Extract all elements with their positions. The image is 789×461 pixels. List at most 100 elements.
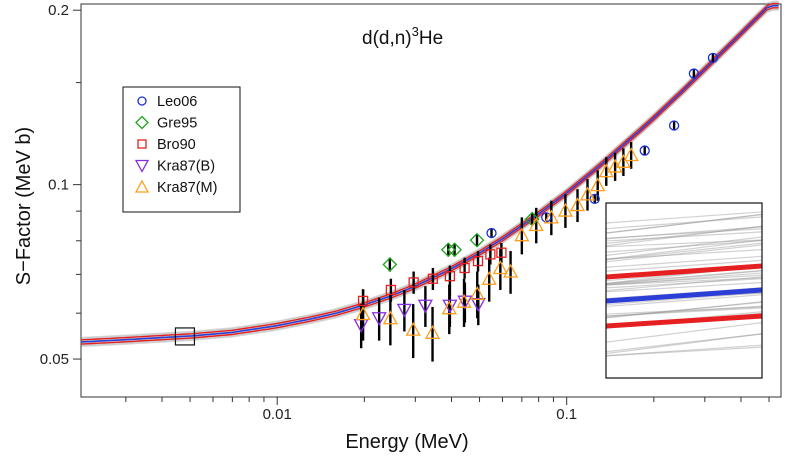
point-bro90: [385, 284, 397, 296]
legend-label-kra87-m: Kra87(M): [157, 180, 217, 196]
point-kra87-m: [579, 186, 596, 201]
point-kra87-m: [502, 263, 519, 278]
point-kra87-m: [569, 197, 586, 212]
legend-label-bro90: Bro90: [157, 137, 196, 153]
zoom-highlight-box: [174, 327, 196, 346]
point-kra87-m: [382, 310, 398, 325]
point-gre95: [469, 232, 485, 248]
inset-sample-line: [606, 333, 762, 355]
inset-sample-line: [606, 322, 762, 343]
inset-sample-line: [606, 228, 762, 239]
point-kra87-m: [590, 177, 606, 192]
inset-sample-line: [606, 214, 762, 234]
inset-sample-line: [606, 240, 762, 253]
inset-sample-line: [606, 277, 762, 289]
point-bro90: [427, 273, 439, 284]
legend-marker-kra87-b: [134, 159, 150, 173]
fit-upper-band: [80, 2, 779, 341]
inset-sample-line: [606, 292, 762, 306]
fit-lower-band: [80, 7, 779, 345]
inset-sample-line: [606, 226, 762, 245]
point-bro90: [496, 247, 507, 258]
inset-sample-line: [606, 242, 762, 261]
point-leo06: [668, 120, 680, 131]
inset-sample-line: [606, 211, 762, 224]
inset-sample-line: [606, 346, 762, 357]
point-kra87-m: [623, 147, 639, 162]
inset-lower-band-line: [606, 313, 762, 329]
inset-sample-line: [606, 255, 762, 268]
legend: Leo06 Gre95 Bro90 Kra87(B) Kra87(M): [122, 86, 241, 213]
point-kra87-m: [528, 217, 544, 232]
point-bro90: [485, 249, 496, 260]
inset-sample-line: [606, 226, 762, 240]
point-leo06: [589, 193, 600, 205]
inset-sample-line: [606, 239, 762, 260]
point-kra87-m: [355, 306, 371, 321]
inset-sample-line: [606, 225, 762, 247]
inset-sample-line: [606, 239, 762, 248]
plot-frame: [80, 3, 782, 398]
legend-marker-gre95: [135, 115, 149, 130]
fit-center-line: [80, 4, 779, 343]
point-kra87-m: [469, 285, 485, 300]
point-gre95: [440, 242, 456, 258]
inset-sample-line: [606, 277, 762, 286]
inset-center-line: [606, 287, 762, 304]
chart-title: d(d,n)3He: [362, 24, 443, 49]
point-bro90: [459, 262, 470, 274]
point-gre95: [382, 257, 398, 272]
inset-sample-line: [606, 270, 762, 285]
point-bro90: [472, 255, 484, 267]
point-gre95: [447, 242, 463, 258]
point-bro90: [408, 277, 419, 288]
inset-panel: [605, 202, 763, 379]
point-bro90: [444, 271, 456, 282]
point-leo06: [639, 145, 650, 156]
inset-frame: [605, 202, 763, 379]
chart-title-superscript: 3: [412, 24, 419, 39]
inset-sample-line: [606, 307, 762, 317]
legend-frame: [122, 86, 241, 213]
ticks-group: 0.01 0.1 0.05 0.1 0.2: [40, 2, 770, 423]
point-kra87-m: [424, 324, 441, 339]
point-kra87-m: [456, 293, 472, 308]
inset-sample-line: [606, 216, 762, 230]
point-kra87-m: [481, 270, 497, 285]
inset-sample-line: [606, 294, 762, 308]
marker-group: [353, 52, 719, 339]
point-kra87-b: [396, 303, 412, 318]
legend-label-gre95: Gre95: [157, 116, 197, 132]
inset-sample-line: [606, 301, 762, 318]
point-kra87-m: [543, 209, 559, 224]
point-leo06: [707, 52, 719, 64]
y-tick-label: 0.2: [48, 2, 69, 19]
inset-lines: [606, 211, 762, 357]
point-kra87-m: [492, 260, 508, 275]
inset-sample-line: [606, 301, 762, 319]
point-leo06: [486, 227, 497, 239]
inset-upper-band-line: [606, 263, 762, 280]
point-kra87-m: [441, 300, 457, 315]
inset-sample-line: [606, 276, 762, 292]
y-axis-title: S−Factor (MeV b): [13, 127, 35, 285]
point-kra87-m: [405, 321, 421, 336]
x-tick-label: 0.01: [263, 406, 292, 423]
legend-label-leo06: Leo06: [157, 94, 197, 110]
inset-sample-line: [606, 231, 762, 242]
inset-sample-line: [606, 333, 762, 353]
point-kra87-m: [615, 153, 631, 168]
legend-marker-kra87-m: [134, 179, 150, 193]
point-leo06: [688, 68, 700, 79]
inset-sample-line: [606, 269, 762, 284]
inset-sample-line: [606, 274, 762, 285]
inset-sample-line: [606, 213, 762, 234]
chart-title-main: d(d,n): [362, 28, 412, 49]
inset-sample-line: [606, 305, 762, 317]
inset-sample-line: [606, 249, 762, 260]
x-tick-label: 0.1: [556, 406, 577, 423]
y-tick-label: 0.1: [48, 177, 69, 194]
legend-marker-bro90: [137, 139, 147, 149]
y-tick-label: 0.05: [40, 351, 69, 368]
